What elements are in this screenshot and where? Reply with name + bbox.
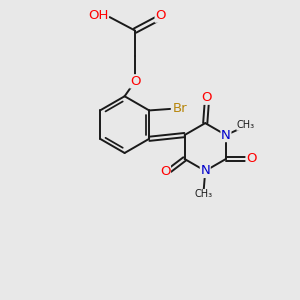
Text: O: O (202, 91, 212, 104)
Text: N: N (221, 129, 231, 142)
Text: O: O (160, 165, 170, 178)
Text: OH: OH (88, 9, 108, 22)
Text: O: O (246, 152, 256, 166)
Text: O: O (155, 9, 166, 22)
Text: O: O (130, 75, 140, 88)
Text: N: N (200, 164, 210, 177)
Text: Br: Br (173, 102, 188, 116)
Text: CH₃: CH₃ (195, 190, 213, 200)
Text: CH₃: CH₃ (237, 120, 255, 130)
